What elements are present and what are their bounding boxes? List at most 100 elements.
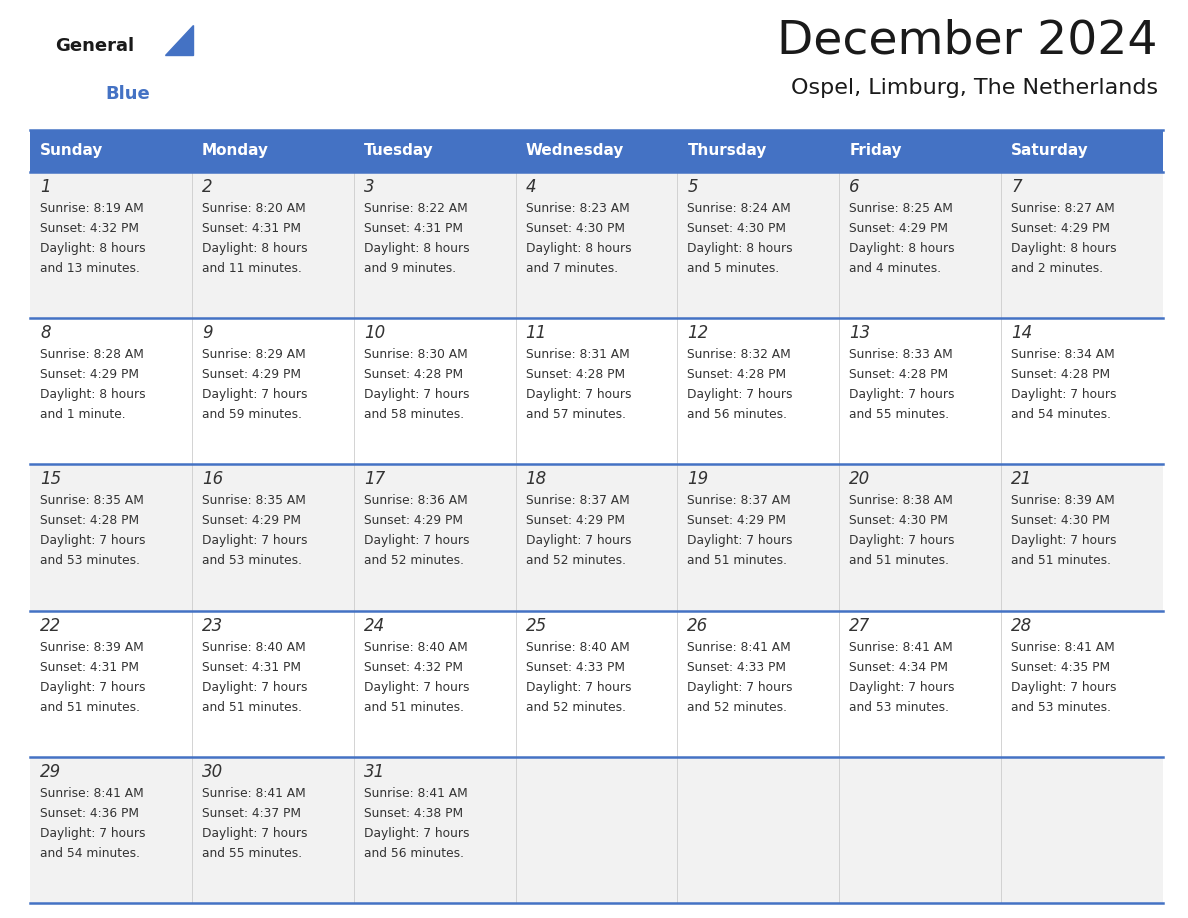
Text: 10: 10 bbox=[364, 324, 385, 342]
Text: Sunrise: 8:40 AM: Sunrise: 8:40 AM bbox=[364, 641, 467, 654]
Text: Daylight: 7 hours: Daylight: 7 hours bbox=[40, 827, 145, 840]
Text: 29: 29 bbox=[40, 763, 62, 781]
Text: 24: 24 bbox=[364, 617, 385, 634]
Text: Sunset: 4:31 PM: Sunset: 4:31 PM bbox=[202, 661, 301, 674]
Text: Sunrise: 8:41 AM: Sunrise: 8:41 AM bbox=[364, 787, 467, 800]
Text: Sunset: 4:29 PM: Sunset: 4:29 PM bbox=[40, 368, 139, 381]
Text: and 53 minutes.: and 53 minutes. bbox=[849, 700, 949, 713]
Text: and 56 minutes.: and 56 minutes. bbox=[688, 409, 788, 421]
Text: Daylight: 7 hours: Daylight: 7 hours bbox=[849, 388, 955, 401]
Text: Daylight: 7 hours: Daylight: 7 hours bbox=[688, 534, 792, 547]
Text: 23: 23 bbox=[202, 617, 223, 634]
Text: and 11 minutes.: and 11 minutes. bbox=[202, 262, 302, 275]
Text: Daylight: 7 hours: Daylight: 7 hours bbox=[1011, 388, 1117, 401]
Text: Sunrise: 8:36 AM: Sunrise: 8:36 AM bbox=[364, 495, 467, 508]
Text: Sunset: 4:30 PM: Sunset: 4:30 PM bbox=[1011, 514, 1110, 528]
Text: and 53 minutes.: and 53 minutes. bbox=[40, 554, 140, 567]
Text: Sunset: 4:35 PM: Sunset: 4:35 PM bbox=[1011, 661, 1111, 674]
Text: and 52 minutes.: and 52 minutes. bbox=[525, 700, 626, 713]
Text: Daylight: 7 hours: Daylight: 7 hours bbox=[525, 388, 631, 401]
Text: Sunrise: 8:38 AM: Sunrise: 8:38 AM bbox=[849, 495, 953, 508]
Text: and 51 minutes.: and 51 minutes. bbox=[849, 554, 949, 567]
Bar bbox=[30, 172, 1163, 319]
Text: Sunrise: 8:35 AM: Sunrise: 8:35 AM bbox=[202, 495, 305, 508]
Text: Daylight: 8 hours: Daylight: 8 hours bbox=[525, 242, 631, 255]
Text: Sunset: 4:28 PM: Sunset: 4:28 PM bbox=[1011, 368, 1111, 381]
Text: Sunset: 4:30 PM: Sunset: 4:30 PM bbox=[688, 222, 786, 235]
Text: Sunset: 4:31 PM: Sunset: 4:31 PM bbox=[40, 661, 139, 674]
Text: 7: 7 bbox=[1011, 178, 1022, 196]
Text: Daylight: 7 hours: Daylight: 7 hours bbox=[525, 534, 631, 547]
Text: Daylight: 8 hours: Daylight: 8 hours bbox=[40, 388, 146, 401]
Text: 20: 20 bbox=[849, 470, 871, 488]
Text: Daylight: 7 hours: Daylight: 7 hours bbox=[364, 534, 469, 547]
Text: and 51 minutes.: and 51 minutes. bbox=[202, 700, 302, 713]
Text: Daylight: 8 hours: Daylight: 8 hours bbox=[849, 242, 955, 255]
Text: Friday: Friday bbox=[849, 143, 902, 159]
Text: Sunset: 4:28 PM: Sunset: 4:28 PM bbox=[40, 514, 139, 528]
Text: Daylight: 7 hours: Daylight: 7 hours bbox=[849, 680, 955, 694]
Text: Tuesday: Tuesday bbox=[364, 143, 434, 159]
Text: Daylight: 7 hours: Daylight: 7 hours bbox=[40, 534, 145, 547]
Text: Daylight: 8 hours: Daylight: 8 hours bbox=[202, 242, 308, 255]
Text: Thursday: Thursday bbox=[688, 143, 766, 159]
Text: Sunrise: 8:41 AM: Sunrise: 8:41 AM bbox=[1011, 641, 1114, 654]
Text: 1: 1 bbox=[40, 178, 51, 196]
Text: Wednesday: Wednesday bbox=[525, 143, 624, 159]
Text: Sunset: 4:31 PM: Sunset: 4:31 PM bbox=[364, 222, 462, 235]
Text: Daylight: 7 hours: Daylight: 7 hours bbox=[1011, 534, 1117, 547]
Text: Sunrise: 8:41 AM: Sunrise: 8:41 AM bbox=[202, 787, 305, 800]
Bar bbox=[30, 319, 1163, 465]
Text: Sunrise: 8:24 AM: Sunrise: 8:24 AM bbox=[688, 202, 791, 215]
Text: and 51 minutes.: and 51 minutes. bbox=[40, 700, 140, 713]
Text: Daylight: 7 hours: Daylight: 7 hours bbox=[202, 680, 308, 694]
Text: and 53 minutes.: and 53 minutes. bbox=[202, 554, 302, 567]
Text: Sunset: 4:28 PM: Sunset: 4:28 PM bbox=[525, 368, 625, 381]
Text: 5: 5 bbox=[688, 178, 699, 196]
Text: 3: 3 bbox=[364, 178, 374, 196]
Text: Daylight: 8 hours: Daylight: 8 hours bbox=[1011, 242, 1117, 255]
Bar bbox=[30, 610, 1163, 756]
Text: 16: 16 bbox=[202, 470, 223, 488]
Text: 31: 31 bbox=[364, 763, 385, 781]
Text: Sunrise: 8:27 AM: Sunrise: 8:27 AM bbox=[1011, 202, 1114, 215]
Text: Sunrise: 8:33 AM: Sunrise: 8:33 AM bbox=[849, 348, 953, 361]
Text: and 52 minutes.: and 52 minutes. bbox=[688, 700, 788, 713]
Text: 22: 22 bbox=[40, 617, 62, 634]
Text: and 55 minutes.: and 55 minutes. bbox=[849, 409, 949, 421]
Bar bbox=[30, 465, 1163, 610]
Text: and 54 minutes.: and 54 minutes. bbox=[1011, 409, 1111, 421]
Text: 8: 8 bbox=[40, 324, 51, 342]
Text: Sunrise: 8:20 AM: Sunrise: 8:20 AM bbox=[202, 202, 305, 215]
Text: Sunrise: 8:41 AM: Sunrise: 8:41 AM bbox=[40, 787, 144, 800]
Text: Daylight: 8 hours: Daylight: 8 hours bbox=[40, 242, 146, 255]
Text: Sunset: 4:32 PM: Sunset: 4:32 PM bbox=[40, 222, 139, 235]
Text: Sunset: 4:33 PM: Sunset: 4:33 PM bbox=[688, 661, 786, 674]
Text: and 59 minutes.: and 59 minutes. bbox=[202, 409, 302, 421]
Text: Sunrise: 8:34 AM: Sunrise: 8:34 AM bbox=[1011, 348, 1114, 361]
Text: 14: 14 bbox=[1011, 324, 1032, 342]
Text: Sunset: 4:29 PM: Sunset: 4:29 PM bbox=[202, 368, 301, 381]
Text: and 5 minutes.: and 5 minutes. bbox=[688, 262, 779, 275]
Text: Daylight: 7 hours: Daylight: 7 hours bbox=[688, 388, 792, 401]
Text: and 54 minutes.: and 54 minutes. bbox=[40, 846, 140, 860]
Text: Sunset: 4:30 PM: Sunset: 4:30 PM bbox=[525, 222, 625, 235]
Text: 18: 18 bbox=[525, 470, 546, 488]
Text: Daylight: 7 hours: Daylight: 7 hours bbox=[364, 680, 469, 694]
Polygon shape bbox=[165, 25, 192, 55]
Text: 19: 19 bbox=[688, 470, 709, 488]
Text: and 51 minutes.: and 51 minutes. bbox=[364, 700, 463, 713]
Text: Sunday: Sunday bbox=[40, 143, 103, 159]
Text: Sunrise: 8:23 AM: Sunrise: 8:23 AM bbox=[525, 202, 630, 215]
Text: Sunrise: 8:31 AM: Sunrise: 8:31 AM bbox=[525, 348, 630, 361]
Text: Sunset: 4:32 PM: Sunset: 4:32 PM bbox=[364, 661, 462, 674]
Text: Sunrise: 8:39 AM: Sunrise: 8:39 AM bbox=[40, 641, 144, 654]
Text: and 2 minutes.: and 2 minutes. bbox=[1011, 262, 1104, 275]
Text: Daylight: 7 hours: Daylight: 7 hours bbox=[525, 680, 631, 694]
Text: and 57 minutes.: and 57 minutes. bbox=[525, 409, 626, 421]
Text: 6: 6 bbox=[849, 178, 860, 196]
Text: Sunset: 4:38 PM: Sunset: 4:38 PM bbox=[364, 807, 463, 820]
Text: 27: 27 bbox=[849, 617, 871, 634]
Text: Monday: Monday bbox=[202, 143, 268, 159]
Text: Sunset: 4:28 PM: Sunset: 4:28 PM bbox=[688, 368, 786, 381]
